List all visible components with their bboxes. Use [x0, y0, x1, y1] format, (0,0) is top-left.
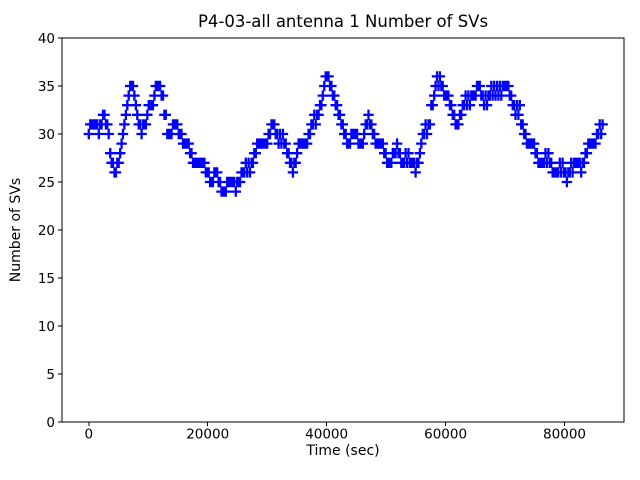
y-tick-label: 0: [46, 415, 55, 431]
y-tick-label: 35: [38, 79, 55, 95]
y-axis-label: Number of SVs: [8, 178, 24, 282]
x-tick-label: 0: [84, 427, 93, 443]
chart-title: P4-03-all antenna 1 Number of SVs: [198, 12, 488, 31]
plot-background: [62, 38, 624, 422]
y-tick-label: 30: [38, 127, 55, 143]
y-tick-label: 5: [46, 367, 55, 383]
data-points: [83, 71, 608, 197]
y-tick-label: 15: [38, 271, 55, 287]
data-point-markers: [83, 71, 608, 197]
x-tick-label: 20000: [186, 427, 229, 443]
y-tick-label: 40: [38, 31, 55, 47]
x-ticks: 0 20000 40000 60000 80000: [84, 422, 586, 443]
y-tick-label: 25: [38, 175, 55, 191]
x-tick-label: 80000: [543, 427, 586, 443]
x-tick-label: 60000: [424, 427, 467, 443]
x-tick-label: 40000: [305, 427, 348, 443]
y-tick-label: 10: [38, 319, 55, 335]
y-ticks: 0 5 10 15 20 25 30 35 40: [38, 31, 62, 431]
plot-border: [61, 37, 625, 423]
y-tick-label: 20: [38, 223, 55, 239]
x-axis-label: Time (sec): [305, 443, 379, 459]
